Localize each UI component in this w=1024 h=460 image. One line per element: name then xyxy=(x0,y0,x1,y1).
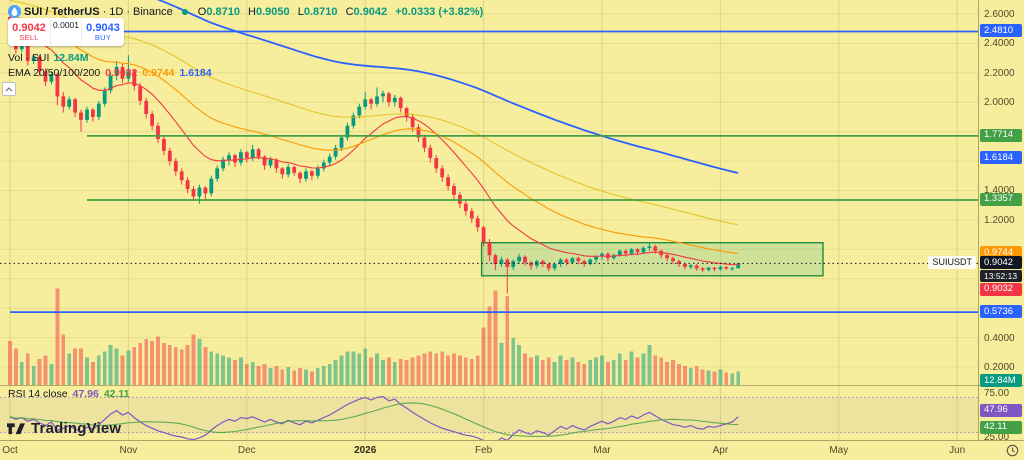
candles xyxy=(8,11,741,294)
timezone-clock-icon[interactable] xyxy=(1005,444,1019,458)
interval-label[interactable]: 1D xyxy=(109,5,124,18)
rsi-value: 42.11 xyxy=(103,388,130,400)
low-label: L xyxy=(297,5,304,18)
bar-countdown: 13:52:13 xyxy=(980,270,1022,283)
chart-plot-area[interactable] xyxy=(0,0,978,440)
rsi-legend[interactable]: RSI 14 close 47.96 42.11 xyxy=(8,388,130,400)
volume-legend[interactable]: Vol · SUI 12.84M xyxy=(8,52,88,64)
ema-legend[interactable]: EMA 20/50/100/200 0.9032 0.9744 1.6184 xyxy=(8,67,212,79)
price-axis-badge: 42.11 xyxy=(980,420,1022,434)
exchange-label: Binance xyxy=(133,5,173,18)
symbol-name-label: SUIUSDT xyxy=(928,256,976,270)
price-axis-tick: 2.2000 xyxy=(984,67,1015,79)
sell-button[interactable]: 0.9042 SELL xyxy=(8,18,50,46)
spread-value: 0.0001 xyxy=(50,18,82,46)
close-value: 0.9042 xyxy=(353,5,388,18)
collapse-toolbar-button[interactable] xyxy=(2,82,16,96)
rsi-axis-tick: 25.00 xyxy=(984,432,1010,443)
low-value: 0.8710 xyxy=(303,5,338,18)
time-axis-label: 2026 xyxy=(354,445,377,456)
price-axis-badge: 2.4810 xyxy=(980,24,1022,38)
time-axis-label: Nov xyxy=(119,445,138,456)
price-axis-badge: 0.9744 xyxy=(980,246,1022,260)
rsi-ma-line xyxy=(9,402,739,437)
rsi-legend-label: RSI 14 close xyxy=(8,388,68,400)
buy-button[interactable]: 0.9043 BUY xyxy=(82,18,124,46)
pane-separator[interactable] xyxy=(0,385,1024,386)
volume-bars xyxy=(8,288,741,386)
ohlc-readout: O0.8710 H0.9050 L0.8710 C0.9042 +0.0333 … xyxy=(193,6,484,18)
time-axis-label: Apr xyxy=(712,445,729,456)
rsi-legend-values: 47.96 42.11 xyxy=(68,388,130,400)
sell-price: 0.9042 xyxy=(12,22,46,34)
ema-line xyxy=(9,0,739,226)
symbol-title[interactable]: SUI / TetherUS xyxy=(24,5,100,18)
time-axis-label: Mar xyxy=(593,445,611,456)
buy-price: 0.9043 xyxy=(86,22,120,34)
title-separator: · xyxy=(126,5,130,18)
price-axis-badge: 1.6184 xyxy=(980,151,1022,165)
close-label: C xyxy=(345,5,354,18)
ema-line xyxy=(156,0,739,174)
price-axis-badge: 1.3357 xyxy=(980,192,1022,206)
ema-value: 0.9032 xyxy=(105,67,138,79)
ema-value: 0.9744 xyxy=(142,67,175,79)
current-price-badge: 0.9042 13:52:13 xyxy=(980,256,1022,283)
rsi-axis-tick: 75.00 xyxy=(984,388,1010,399)
clock-icon xyxy=(1006,444,1018,457)
ema-legend-label: EMA 20/50/100/200 xyxy=(8,67,101,79)
rsi-line xyxy=(9,395,739,440)
symbol-legend: SUI / TetherUS · 1D · Binance O0.8710 H0… xyxy=(8,4,483,19)
sui-logo-icon xyxy=(8,5,21,18)
price-axis-badge: 1.7714 xyxy=(980,128,1022,142)
time-axis[interactable]: Oct Nov Dec 2026 Feb Mar Apr May Jun xyxy=(0,440,1024,460)
price-axis[interactable]: 2.6000 2.4000 2.2000 2.0000 1.4000 1.2000 0.40… xyxy=(978,0,1024,443)
price-axis-tick: 1.4000 xyxy=(984,185,1015,197)
open-label: O xyxy=(197,5,207,18)
market-status-icon[interactable] xyxy=(181,8,188,15)
time-axis-label: Oct xyxy=(2,445,18,456)
title-separator: · xyxy=(102,5,107,18)
buy-sell-widget: 0.9042 SELL 0.0001 0.9043 BUY xyxy=(8,18,124,46)
high-value: 0.9050 xyxy=(256,5,290,18)
volume-legend-label: Vol · SUI xyxy=(8,52,50,64)
ema-legend-values: 0.9032 0.9744 1.6184 xyxy=(100,67,211,79)
sell-label: SELL xyxy=(19,33,39,42)
price-axis-badge: 12.84M xyxy=(980,374,1022,387)
rsi-value: 47.96 xyxy=(72,388,99,400)
highlight-box xyxy=(480,241,824,277)
chevron-up-icon xyxy=(5,86,13,91)
volume-legend-value: 12.84M xyxy=(53,52,89,64)
high-label: H xyxy=(248,5,256,18)
price-axis-tick: 2.6000 xyxy=(984,8,1015,20)
time-axis-label: Dec xyxy=(237,445,256,456)
price-axis-tick: 2.4000 xyxy=(984,38,1015,50)
price-axis-tick: 1.2000 xyxy=(984,214,1015,226)
tradingview-logo-icon xyxy=(7,423,25,435)
tradingview-logo-text: TradingView xyxy=(31,420,122,437)
price-axis-badge: 0.5736 xyxy=(980,305,1022,319)
ema-line xyxy=(9,14,739,254)
ema-value: 1.6184 xyxy=(179,67,212,79)
price-axis-badge: 47.96 xyxy=(980,403,1022,417)
buy-label: BUY xyxy=(94,33,112,42)
price-axis-tick: 0.4000 xyxy=(984,332,1015,344)
time-axis-label: May xyxy=(829,445,849,456)
tradingview-logo[interactable]: TradingView xyxy=(7,420,121,437)
price-axis-tick: 2.0000 xyxy=(984,97,1015,109)
ema-line xyxy=(9,22,739,266)
open-value: 0.8710 xyxy=(206,5,240,18)
current-price-value: 0.9042 xyxy=(980,256,1022,270)
price-axis-badge: 0.9032 xyxy=(980,282,1022,296)
time-axis-label: Jun xyxy=(949,445,966,456)
change-value: +0.0333 (+3.82%) xyxy=(395,5,484,18)
time-axis-label: Feb xyxy=(474,445,493,456)
price-axis-tick: 0.2000 xyxy=(984,362,1015,373)
